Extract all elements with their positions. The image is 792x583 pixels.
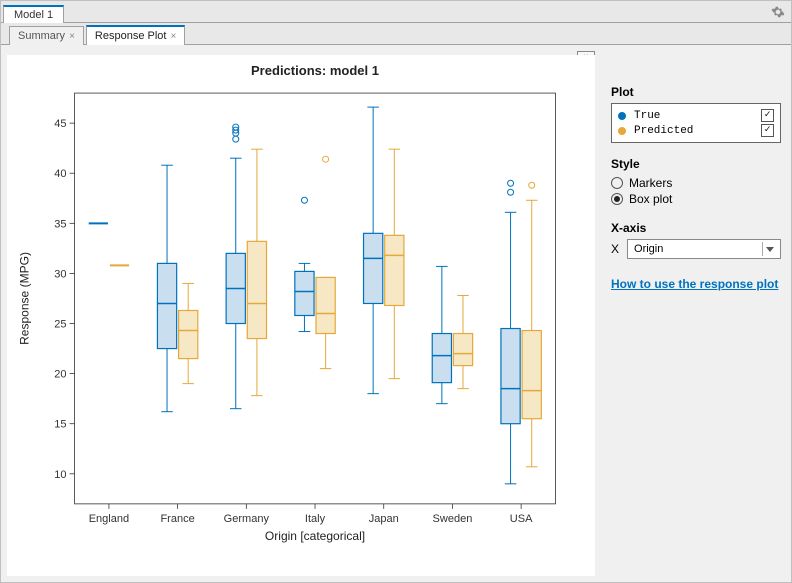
tab-summary-label: Summary [18,30,65,42]
svg-text:Japan: Japan [369,513,399,525]
xaxis-select[interactable]: Origin [627,239,781,259]
svg-text:France: France [160,513,194,525]
svg-text:Italy: Italy [305,513,326,525]
svg-text:30: 30 [54,268,66,280]
model-tab-label: Model 1 [14,9,53,21]
true-swatch [618,112,626,120]
style-markers-radio[interactable]: Markers [611,175,781,191]
true-checkbox[interactable]: ✓ [761,109,774,122]
svg-text:Origin [categorical]: Origin [categorical] [265,529,365,543]
chevron-down-icon [762,242,776,256]
plot-legend-box: True ✓ Predicted ✓ [611,103,781,143]
tab-response-plot[interactable]: Response Plot × [86,25,185,45]
content-area: Predictions: model 1 10 15 20 25 30 35 40 45 Resp… [1,45,791,582]
xaxis-label: X [611,242,619,256]
plot-legend-title: Plot [611,85,781,99]
xaxis-selected: Origin [634,243,663,255]
style-boxplot-label: Box plot [629,192,672,206]
svg-text:Predictions: model 1: Predictions: model 1 [251,63,379,78]
style-title: Style [611,157,781,171]
svg-text:15: 15 [54,419,66,431]
style-boxplot-radio[interactable]: Box plot [611,191,781,207]
svg-text:40: 40 [54,168,66,180]
svg-text:35: 35 [54,218,66,230]
gear-icon[interactable] [771,5,785,19]
side-panel: Plot True ✓ Predicted ✓ Style Markers [601,45,791,582]
chart-area: Predictions: model 1 10 15 20 25 30 35 40 45 Resp… [1,45,601,582]
legend-predicted-label: Predicted [634,125,693,137]
radio-icon [611,193,623,205]
tab-response-plot-label: Response Plot [95,30,167,42]
svg-text:Response (MPG): Response (MPG) [17,252,31,345]
chart-canvas: Predictions: model 1 10 15 20 25 30 35 40 45 Resp… [7,55,595,576]
close-icon[interactable]: × [170,31,176,42]
xaxis-row: X Origin [611,239,781,259]
style-markers-label: Markers [629,176,672,190]
svg-text:Sweden: Sweden [433,513,473,525]
svg-text:25: 25 [54,319,66,331]
svg-text:10: 10 [54,469,66,481]
predicted-swatch [618,127,626,135]
predicted-checkbox[interactable]: ✓ [761,124,774,137]
svg-text:Germany: Germany [224,513,270,525]
model-tab[interactable]: Model 1 [3,5,64,23]
legend-true-label: True [634,110,660,122]
xaxis-title: X-axis [611,221,781,235]
legend-true-row: True ✓ [618,108,774,123]
svg-text:USA: USA [510,513,533,525]
help-link[interactable]: How to use the response plot [611,277,781,291]
legend-predicted-row: Predicted ✓ [618,123,774,138]
svg-text:20: 20 [54,369,66,381]
svg-text:England: England [89,513,129,525]
svg-text:45: 45 [54,118,66,130]
inner-tab-bar: Summary × Response Plot × [1,23,791,45]
radio-icon [611,177,623,189]
tab-summary[interactable]: Summary × [9,26,84,45]
model-tab-bar: Model 1 [1,1,791,23]
close-icon[interactable]: × [69,31,75,42]
